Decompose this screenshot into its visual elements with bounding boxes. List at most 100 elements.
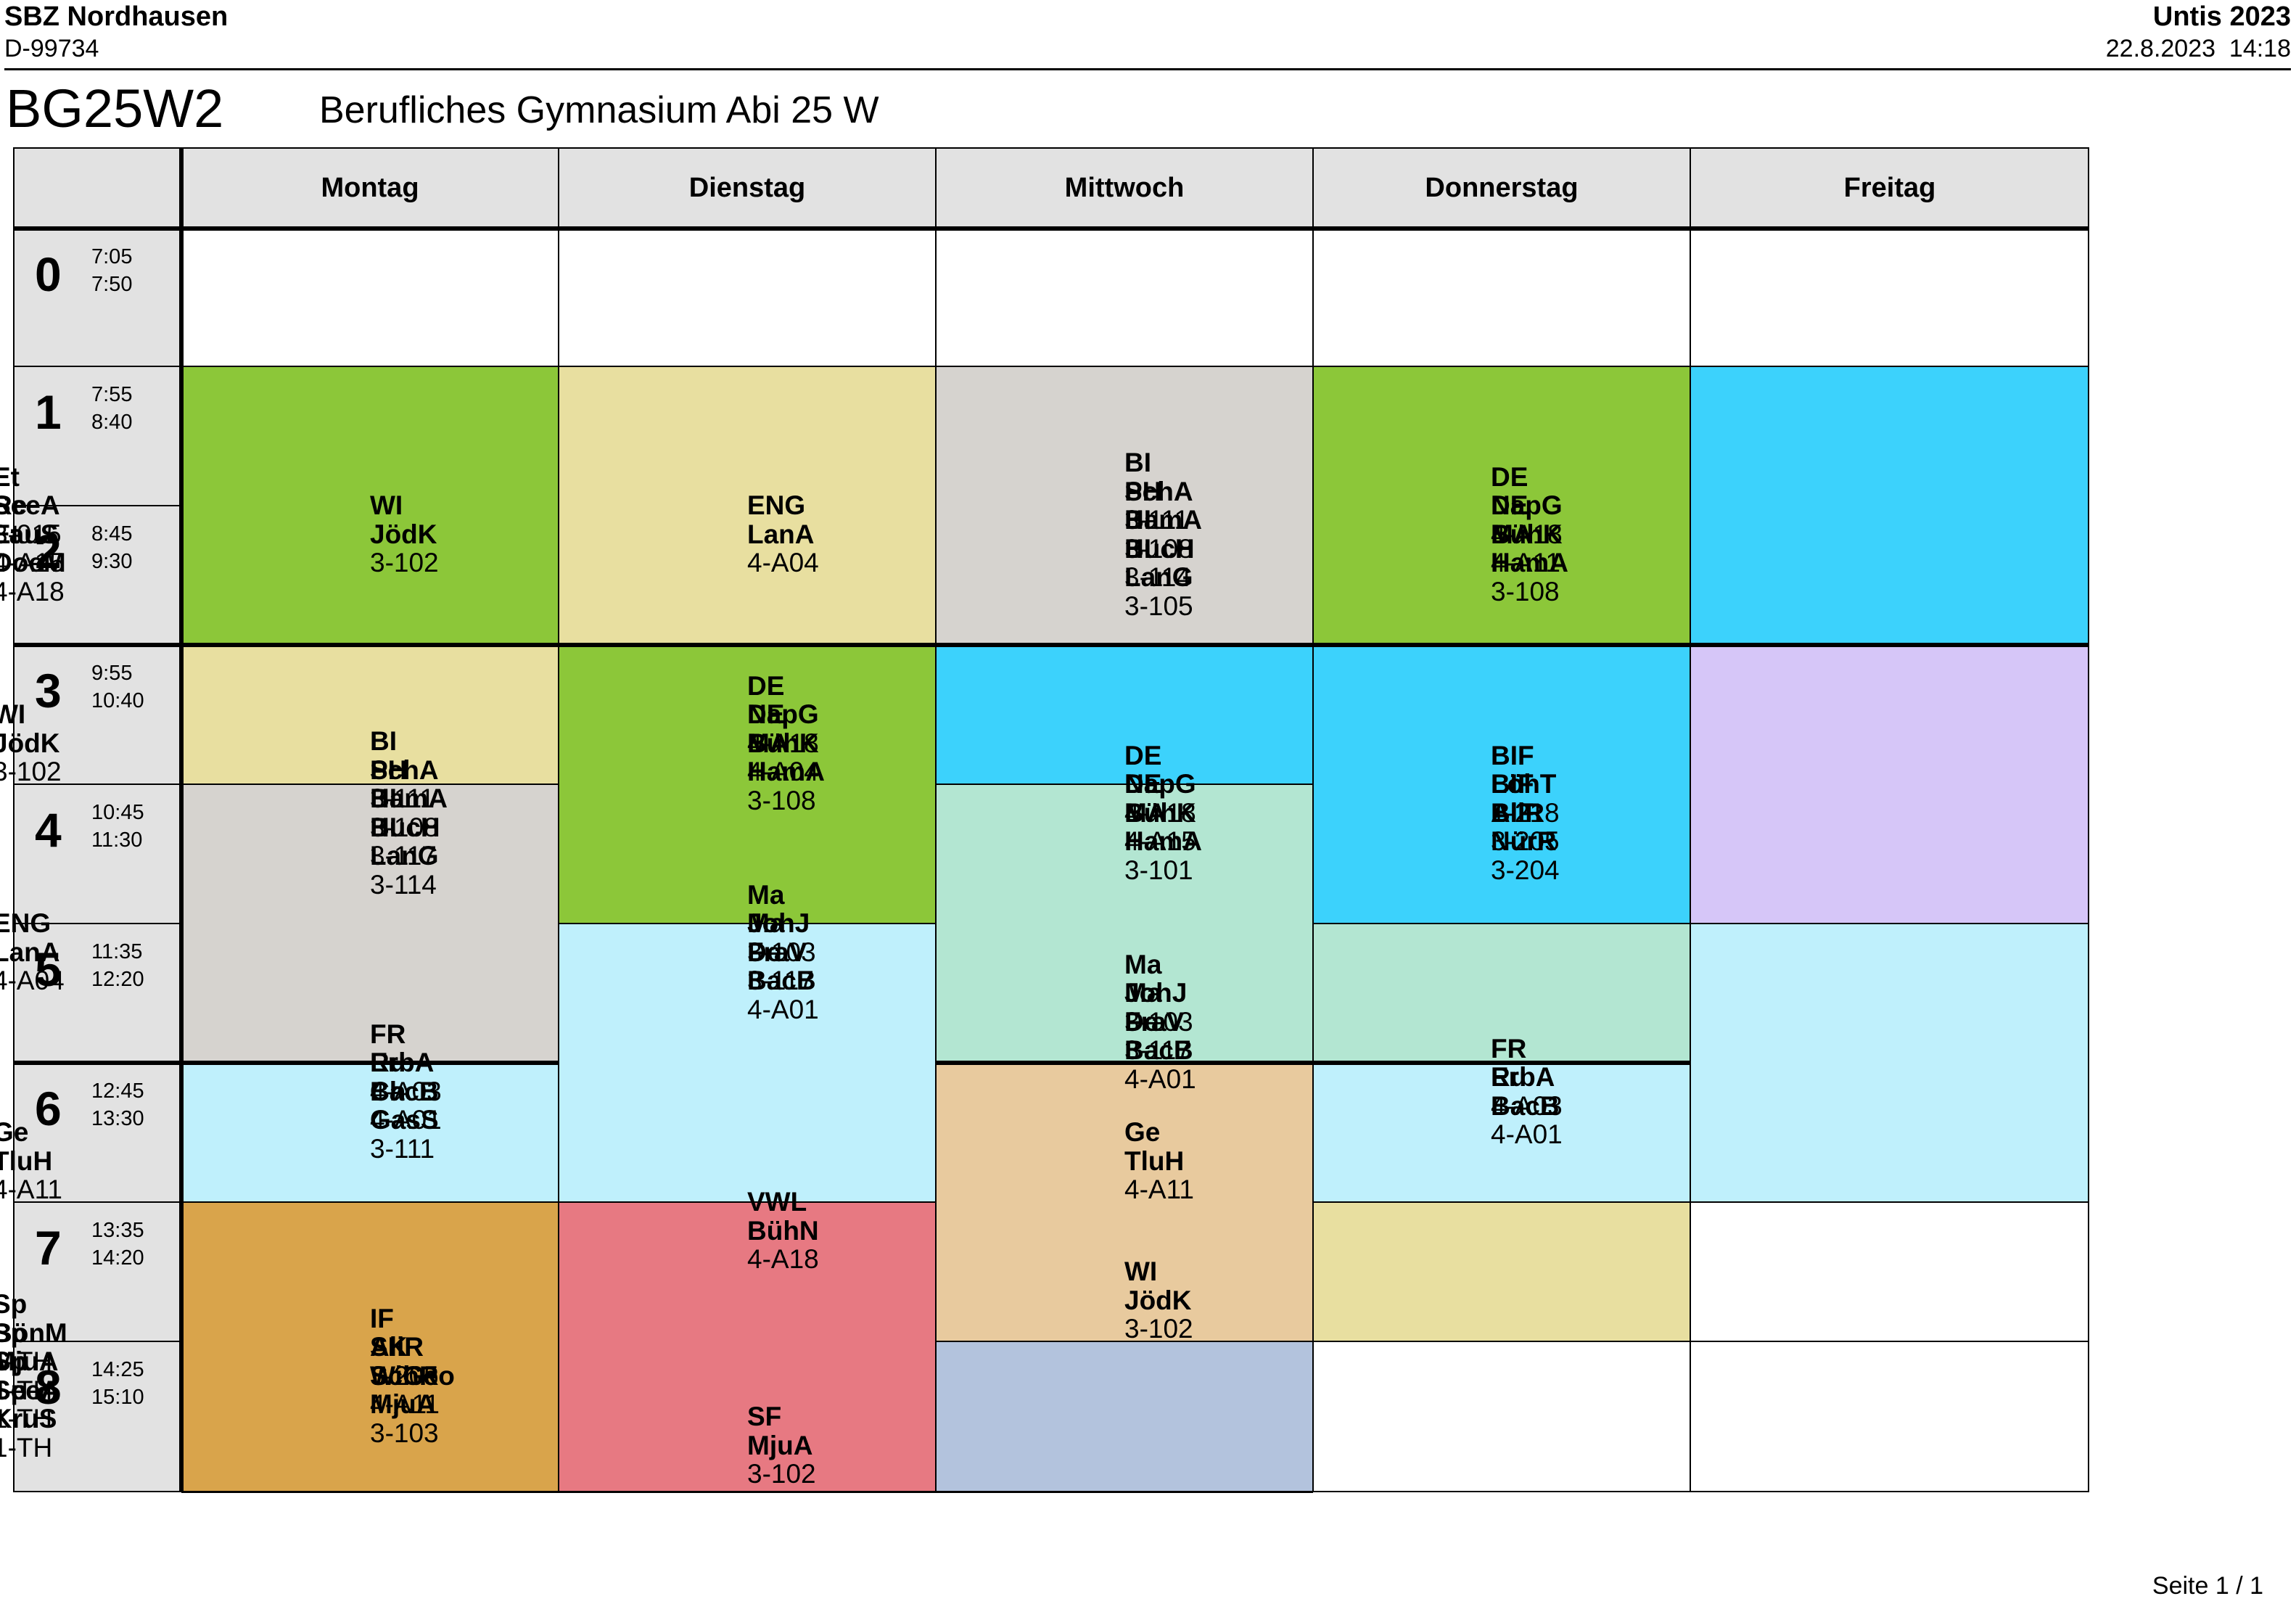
grid-line: [13, 505, 181, 506]
lesson-entry: Ma FraV 3-117: [1124, 979, 1690, 1064]
grid-line: [936, 784, 1313, 785]
period-header: 6 12:45 13:30: [13, 1063, 181, 1202]
timetable-grid: Montag Dienstag Mittwoch Donnerstag Freitag 0…: [0, 147, 2089, 1493]
period-header: 4 10:45 11:30: [13, 784, 181, 924]
lesson-entry: BI SchA 3-111: [1124, 448, 1690, 534]
lesson-subject: BIF: [1491, 740, 1534, 770]
grid-line: [936, 1341, 1313, 1342]
lesson-block[interactable]: VWL BühN 4-A18: [747, 1063, 1313, 1341]
grid-line: [1690, 147, 1691, 1492]
lesson-entry: Ch GasS 3-111: [370, 1077, 936, 1163]
lesson-block[interactable]: Ma JohJ 3-103 Ma FraV 3-117 De BacB 4-A01: [1124, 924, 1690, 1093]
lesson-block[interactable]: DE NapG 4-A18 DE BühK 4-A11 MA HamA 3-108: [1491, 366, 2089, 645]
lesson-room: 3-111: [370, 1133, 435, 1164]
period-end-time: 14:20: [91, 1246, 144, 1270]
grid-line: [1690, 923, 2089, 924]
page-number: Seite 1 / 1: [2152, 1572, 2263, 1600]
lesson-entry: BI LanG 3-105: [1124, 534, 1690, 620]
lesson-teacher: HamA: [747, 757, 825, 787]
lesson-teacher: LanG: [1124, 562, 1193, 592]
lesson-teacher: GasS: [370, 1105, 439, 1135]
lesson-teacher: LauS: [0, 519, 59, 549]
class-code: BG25W2: [6, 78, 224, 139]
lesson-subject: Sp: [0, 1346, 28, 1376]
lesson-room: 4-A11: [1491, 548, 1560, 578]
lesson-block[interactable]: FR ErbA 4-A03 Ru BacB 4-A01 Ch GasS 3-111: [370, 924, 936, 1202]
lesson-block[interactable]: WI JödK 3-102: [370, 366, 936, 645]
lesson-block[interactable]: Sp BönM 1-TH Sp MjuA 1-TH Sp SeeA 1-TH Sp KruS 1-TH: [0, 1202, 559, 1492]
lesson-subject: MA: [1491, 519, 1533, 549]
grid-line: [559, 643, 936, 647]
lesson-block[interactable]: SF MjuA 3-102: [747, 1341, 1313, 1492]
lesson-teacher: HucH: [370, 812, 440, 842]
lesson-block[interactable]: DE NapG 4-A18 DE BühK 4-A15 MA HamA 3-101: [1124, 645, 1690, 924]
lesson-block[interactable]: Ma JohJ 3-103 Ma FraV 3-117 De BacB 4-A01: [747, 784, 1313, 1063]
lesson-block[interactable]: DE NapG 4-A18 DE BühK 4-A04 MA HamA 3-108: [747, 645, 1313, 815]
period-start-time: 8:45: [91, 522, 133, 546]
lesson-block[interactable]: WI JödK 3-102: [0, 645, 559, 786]
period-start-time: 9:55: [91, 662, 133, 685]
period-header: 8 14:25 15:10: [13, 1341, 181, 1492]
lesson-subject: MA: [1124, 797, 1166, 828]
grid-line: [558, 147, 559, 1492]
lesson-room: 4-A01: [1124, 1064, 1196, 1094]
lesson-entry: MA HamA 3-108: [1491, 520, 2089, 606]
lesson-block[interactable]: BIF LöhT 1-218 BIF AliR 3-205 BIF NürR 3-204: [1491, 645, 2089, 924]
lesson-teacher: LanG: [370, 841, 439, 871]
lesson-block[interactable]: IF AliR 3-205 SK SchR 4-A11 WiGeo MjuA 3-103: [370, 1202, 936, 1492]
grid-line: [181, 1492, 559, 1493]
lesson-room: 4-A18: [747, 1244, 819, 1275]
school-code: D-99734: [4, 35, 99, 62]
grid-line: [559, 923, 936, 924]
lesson-entry: DE BühK 4-A15: [1124, 770, 1690, 855]
grid-line: [181, 366, 2089, 367]
lesson-teacher: TluH: [1124, 1146, 1185, 1176]
lesson-room: 4-A18: [1491, 519, 1563, 549]
lesson-teacher: LanA: [0, 937, 60, 967]
lesson-block[interactable]: BI SchA 3-111 PH HamA 3-108 BI HucH 3-117 BI LanG 3…: [370, 645, 936, 924]
grid-line: [13, 147, 15, 1492]
lesson-subject: FR: [370, 1019, 406, 1049]
lesson-entry: WI JödK 3-102: [1124, 1257, 1690, 1343]
lesson-entry: Ru BacB 4-A01: [1491, 1063, 2089, 1148]
lesson-teacher: HamA: [1124, 826, 1202, 857]
lesson-room: 3-102: [1124, 1314, 1193, 1344]
grid-line: [1313, 1341, 2089, 1342]
lesson-teacher: JödK: [370, 519, 437, 549]
lesson-teacher: BühK: [1491, 519, 1563, 549]
lesson-entry: BI LanG 3-114: [370, 813, 936, 898]
lesson-entry: MA HamA 3-101: [1124, 799, 1690, 884]
lesson-subject: De: [747, 937, 782, 967]
lesson-teacher: AliR: [1491, 797, 1544, 828]
lesson-teacher: SchA: [370, 754, 439, 785]
grid-line: [13, 1341, 181, 1342]
lesson-room: 3-108: [1491, 576, 1560, 606]
lesson-block[interactable]: WI JödK 3-102: [1124, 1202, 1690, 1343]
day-header-freitag: Freitag: [1690, 147, 2089, 229]
lesson-teacher: BacB: [1491, 1090, 1560, 1121]
lesson-subject: MA: [747, 728, 789, 758]
period-number: 4: [35, 803, 62, 857]
lesson-subject: WI: [0, 699, 26, 730]
lesson-block[interactable]: ENG LanA 4-A04: [747, 366, 1313, 645]
lesson-teacher: JödK: [1124, 1285, 1192, 1315]
lesson-teacher: NapG: [747, 699, 819, 730]
lesson-room: 3-114: [1124, 562, 1191, 592]
lesson-entry: MA HamA 3-108: [747, 729, 1313, 815]
lesson-subject: BIF: [1491, 769, 1534, 799]
lesson-subject: BIF: [1491, 797, 1534, 828]
grid-line: [1690, 643, 2089, 647]
header-divider: [4, 68, 2291, 70]
lesson-block[interactable]: ENG LanA 4-A04: [0, 784, 559, 1063]
lesson-subject: SK: [370, 1332, 408, 1362]
period-start-time: 11:35: [91, 940, 143, 963]
lesson-entry: Ma FraV 3-117: [747, 909, 1313, 995]
lesson-teacher: TluH: [0, 1146, 53, 1176]
lesson-subject: BI: [1124, 505, 1151, 535]
lesson-block[interactable]: BI SchA 3-111 PH HamA 3-108 BI HucH 3-114 BI LanG 3…: [1124, 366, 1690, 645]
period-number: 0: [35, 247, 62, 301]
lesson-block[interactable]: FR ErbA 4-A03 Ru BacB 4-A01: [1491, 924, 2089, 1202]
